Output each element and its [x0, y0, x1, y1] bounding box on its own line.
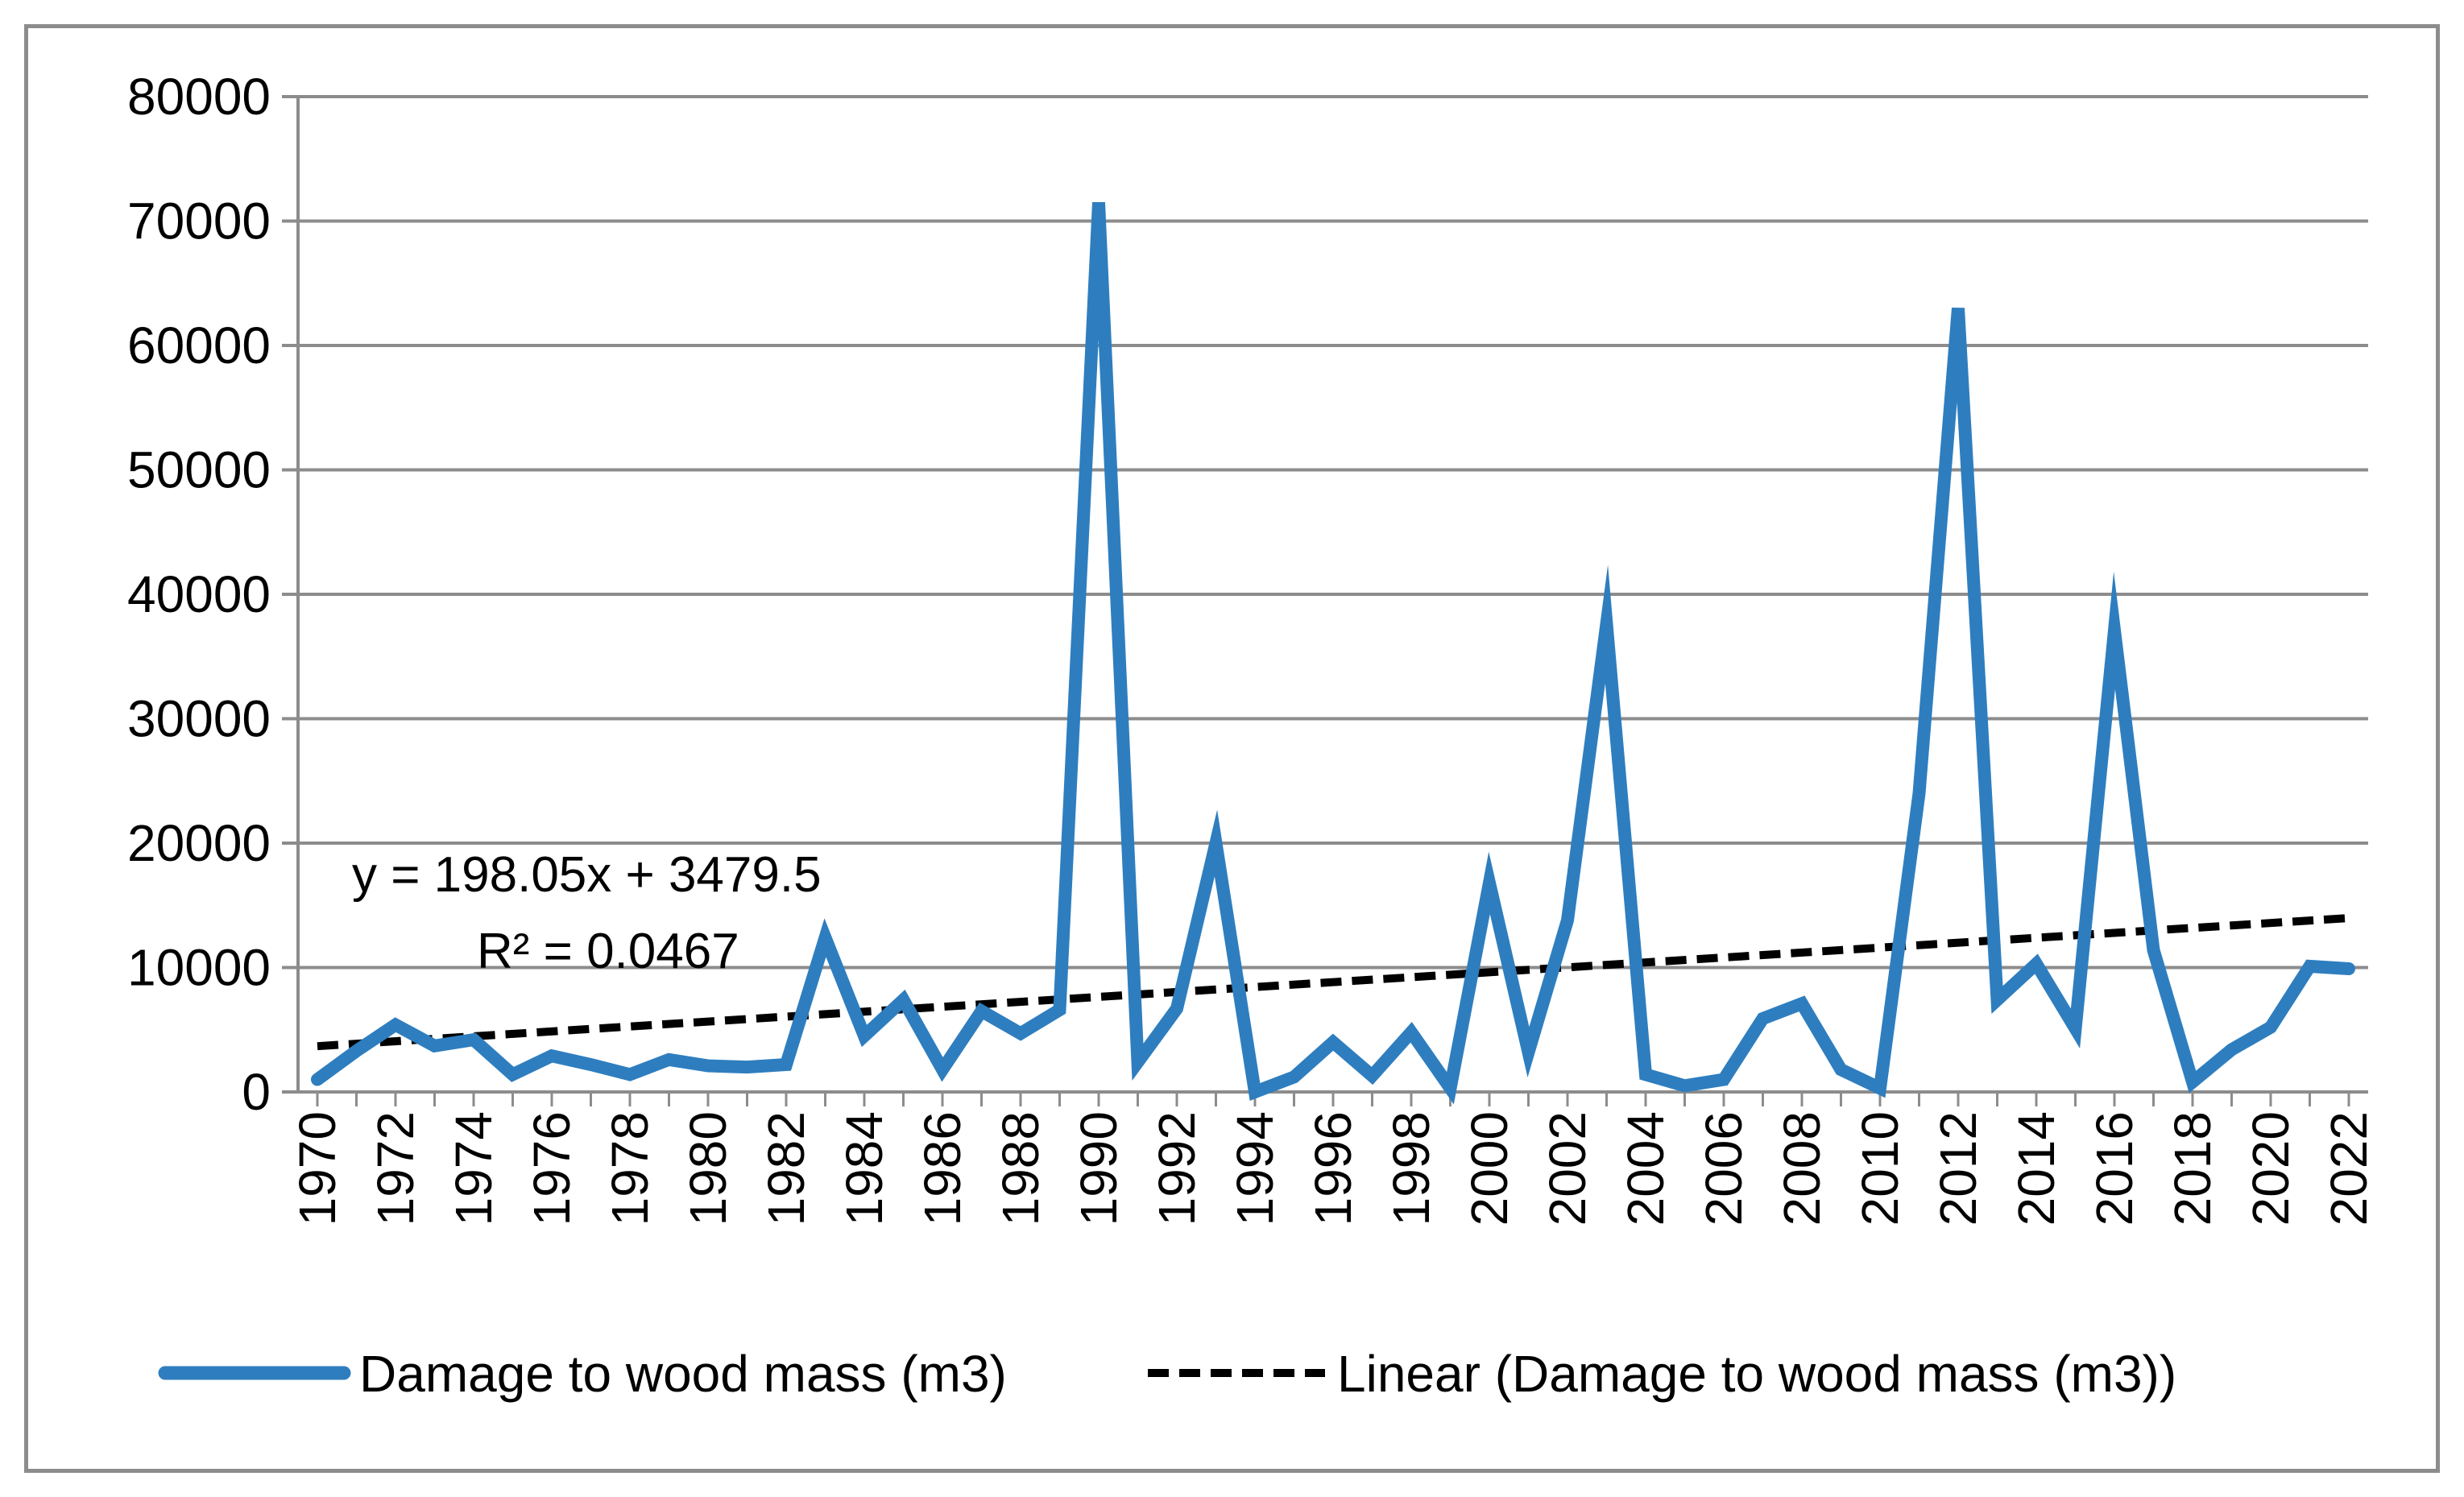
y-tick-label: 60000 — [127, 316, 271, 374]
x-tick-label: 1990 — [1070, 1111, 1128, 1226]
x-tick-label: 1994 — [1226, 1111, 1284, 1226]
chart-frame — [24, 24, 2440, 1473]
legend: Damage to wood mass (m3) Linear (Damage … — [158, 1345, 2176, 1403]
x-tick-label: 2014 — [2007, 1111, 2065, 1226]
trend-equation: y = 198.05x + 3479.5 — [352, 847, 822, 903]
x-tick-label: 1972 — [366, 1111, 424, 1226]
x-tick-label: 2002 — [1538, 1111, 1596, 1226]
legend-series-label: Damage to wood mass (m3) — [359, 1345, 1007, 1403]
x-axis-tick-labels: 1970 1972 1974 1976 1978 1980 1982 1984 1986 1988… — [288, 1111, 2378, 1226]
x-tick-label: 1978 — [601, 1111, 659, 1226]
x-tick-label: 2020 — [2242, 1111, 2300, 1226]
x-tick-label: 2016 — [2085, 1111, 2143, 1226]
x-tick-label: 1984 — [835, 1111, 893, 1226]
x-tick-label: 1980 — [679, 1111, 737, 1226]
x-tick-label: 1976 — [523, 1111, 581, 1226]
y-tick-label: 30000 — [127, 690, 271, 748]
x-tick-label: 1998 — [1382, 1111, 1440, 1226]
trend-r-squared: R² = 0.0467 — [477, 924, 739, 979]
x-tick-label: 2006 — [1695, 1111, 1753, 1226]
x-tick-label: 2012 — [1929, 1111, 1987, 1226]
x-tick-label: 1988 — [992, 1111, 1050, 1226]
y-tick-label: 40000 — [127, 565, 271, 623]
x-tick-label: 1996 — [1304, 1111, 1362, 1226]
x-tick-label: 2004 — [1617, 1111, 1675, 1226]
series-layer — [311, 201, 2355, 1105]
x-tick-label: 1974 — [445, 1111, 503, 1226]
x-tick-label: 2008 — [1773, 1111, 1831, 1226]
y-tick-label: 10000 — [127, 939, 271, 997]
x-tick-label: 1970 — [288, 1111, 346, 1226]
y-tick-label: 50000 — [127, 441, 271, 499]
y-tick-label: 80000 — [127, 68, 271, 126]
x-tick-label: 2000 — [1460, 1111, 1518, 1226]
x-tick-label: 2018 — [2164, 1111, 2222, 1226]
y-tick-label: 70000 — [127, 192, 271, 250]
y-axis-tick-labels: 0 10000 20000 30000 40000 50000 60000 70000 8000… — [127, 68, 271, 1121]
annotation-layer: y = 198.05x + 3479.5 R² = 0.0467 — [352, 847, 822, 979]
x-axis — [296, 97, 2368, 1106]
y-tick-label: 20000 — [127, 814, 271, 872]
series-line-damage — [311, 201, 2355, 1105]
y-tick-label: 0 — [242, 1063, 271, 1121]
legend-trend-label: Linear (Damage to wood mass (m3)) — [1337, 1345, 2176, 1403]
x-tick-label: 2010 — [1851, 1111, 1909, 1226]
trendline-layer — [317, 914, 2350, 1051]
x-tick-label: 1982 — [757, 1111, 815, 1226]
x-tick-label: 1986 — [913, 1111, 971, 1226]
x-tick-label: 1992 — [1148, 1111, 1206, 1226]
trendline-linear — [317, 914, 2350, 1051]
x-tick-label: 2022 — [2320, 1111, 2378, 1226]
